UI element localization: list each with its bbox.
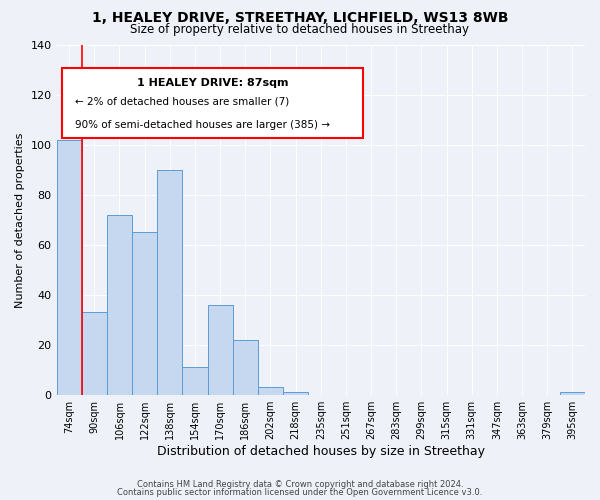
Text: Size of property relative to detached houses in Streethay: Size of property relative to detached ho… (131, 22, 470, 36)
Text: 1, HEALEY DRIVE, STREETHAY, LICHFIELD, WS13 8WB: 1, HEALEY DRIVE, STREETHAY, LICHFIELD, W… (92, 11, 508, 25)
Text: 90% of semi-detached houses are larger (385) →: 90% of semi-detached houses are larger (… (75, 120, 330, 130)
Bar (283, 392, 308, 394)
Bar (208, 305, 233, 394)
Bar (132, 232, 157, 394)
X-axis label: Distribution of detached houses by size in Streethay: Distribution of detached houses by size … (157, 444, 485, 458)
FancyBboxPatch shape (62, 68, 363, 138)
Bar (157, 170, 182, 394)
Bar (258, 387, 283, 394)
Bar (107, 215, 132, 394)
Bar (233, 340, 258, 394)
Text: Contains public sector information licensed under the Open Government Licence v3: Contains public sector information licen… (118, 488, 482, 497)
Bar (82, 312, 107, 394)
Text: 1 HEALEY DRIVE: 87sqm: 1 HEALEY DRIVE: 87sqm (137, 78, 288, 88)
Text: ← 2% of detached houses are smaller (7): ← 2% of detached houses are smaller (7) (75, 96, 289, 106)
Bar (182, 367, 208, 394)
Text: Contains HM Land Registry data © Crown copyright and database right 2024.: Contains HM Land Registry data © Crown c… (137, 480, 463, 489)
Bar (560, 392, 585, 394)
Bar (56, 140, 82, 394)
Y-axis label: Number of detached properties: Number of detached properties (15, 132, 25, 308)
